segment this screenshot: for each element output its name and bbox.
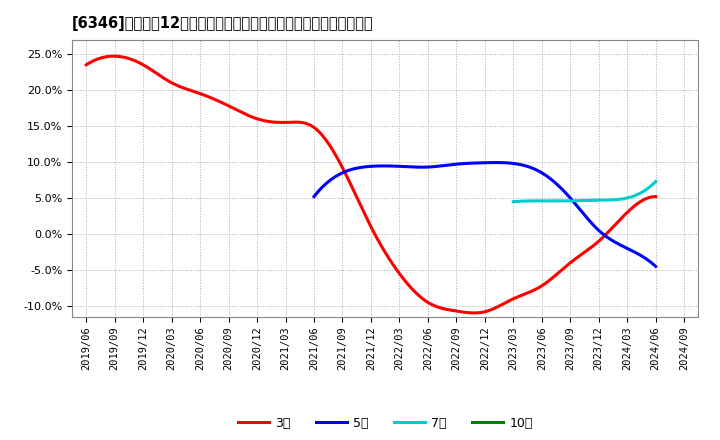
- Legend: 3年, 5年, 7年, 10年: 3年, 5年, 7年, 10年: [233, 412, 538, 435]
- Text: [6346]　売上高12か月移動合計の対前年同期増減率の平均値の推移: [6346] 売上高12か月移動合計の対前年同期増減率の平均値の推移: [72, 16, 374, 32]
